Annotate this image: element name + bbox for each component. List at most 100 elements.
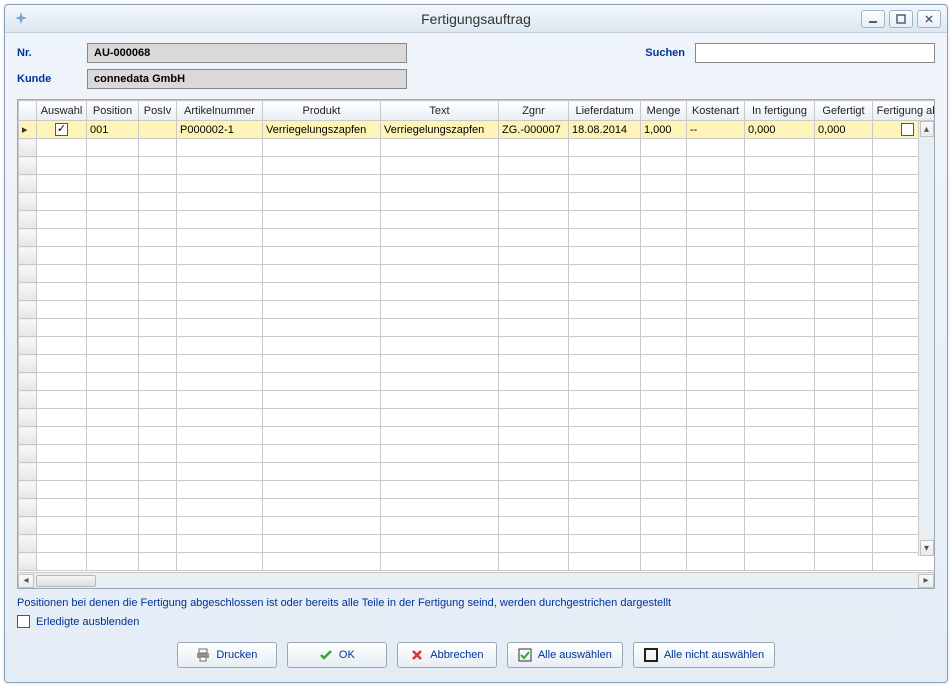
drucken-button[interactable]: Drucken	[177, 642, 277, 668]
search-input[interactable]	[695, 43, 935, 63]
hide-done-row[interactable]: Erledigte ausblenden	[17, 615, 935, 628]
column-header[interactable]: Zgnr	[499, 101, 569, 121]
grid: AuswahlPositionPosIvArtikelnummerProdukt…	[17, 99, 935, 589]
cell-poslv[interactable]	[139, 121, 177, 139]
select-all-icon	[518, 648, 532, 662]
client-area: Nr. AU-000068 Suchen Kunde connedata Gmb…	[5, 33, 947, 682]
hide-done-checkbox[interactable]	[17, 615, 30, 628]
column-header[interactable]: Menge	[641, 101, 687, 121]
cancel-icon	[410, 648, 424, 662]
table-row[interactable]: ▸001P000002-1VerriegelungszapfenVerriege…	[19, 121, 935, 139]
nr-row: Nr. AU-000068 Suchen	[17, 43, 935, 63]
kunde-label: Kunde	[17, 73, 87, 85]
ok-button[interactable]: OK	[287, 642, 387, 668]
cell-auswahl[interactable]	[37, 121, 87, 139]
table-row[interactable]	[19, 481, 935, 499]
fertigung_ab-checkbox[interactable]	[901, 123, 914, 136]
column-header[interactable]: Position	[87, 101, 139, 121]
table-row[interactable]	[19, 499, 935, 517]
scroll-right-icon[interactable]: ▸	[918, 574, 934, 588]
close-button[interactable]	[917, 10, 941, 28]
kunde-field[interactable]: connedata GmbH	[87, 69, 407, 89]
row-indicator-icon[interactable]: ▸	[19, 121, 37, 139]
table-row[interactable]	[19, 463, 935, 481]
drucken-label: Drucken	[216, 649, 257, 661]
alle-auswaehlen-button[interactable]: Alle auswählen	[507, 642, 623, 668]
table-row[interactable]	[19, 517, 935, 535]
print-icon	[196, 648, 210, 662]
column-header[interactable]: Artikelnummer	[177, 101, 263, 121]
scroll-up-icon[interactable]: ▴	[920, 121, 934, 137]
alle-nicht-auswaehlen-button[interactable]: Alle nicht auswählen	[633, 642, 775, 668]
cell-artikelnummer[interactable]: P000002-1	[177, 121, 263, 139]
select-none-icon	[644, 648, 658, 662]
table-row[interactable]	[19, 445, 935, 463]
cell-menge[interactable]: 1,000	[641, 121, 687, 139]
table-row[interactable]	[19, 301, 935, 319]
kunde-row: Kunde connedata GmbH	[17, 69, 935, 89]
table-row[interactable]	[19, 391, 935, 409]
table-row[interactable]	[19, 265, 935, 283]
column-header[interactable]: Kostenart	[687, 101, 745, 121]
column-header[interactable]: In fertigung	[745, 101, 815, 121]
cell-position[interactable]: 001	[87, 121, 139, 139]
window-controls	[861, 10, 941, 28]
ok-label: OK	[339, 649, 355, 661]
horizontal-scrollbar[interactable]: ◂ ▸	[18, 572, 934, 588]
scroll-left-icon[interactable]: ◂	[18, 574, 34, 588]
alle-label: Alle auswählen	[538, 649, 612, 661]
button-bar: Drucken OK Abbrechen Alle auswählen	[17, 642, 935, 668]
cell-in_fertigung[interactable]: 0,000	[745, 121, 815, 139]
column-header[interactable]: Lieferdatum	[569, 101, 641, 121]
cell-text[interactable]: Verriegelungszapfen	[381, 121, 499, 139]
table-row[interactable]	[19, 319, 935, 337]
abbrechen-label: Abbrechen	[430, 649, 483, 661]
hint-text: Positionen bei denen die Fertigung abges…	[17, 597, 935, 609]
nr-field[interactable]: AU-000068	[87, 43, 407, 63]
table-row[interactable]	[19, 409, 935, 427]
cell-lieferdatum[interactable]: 18.08.2014	[569, 121, 641, 139]
table-row[interactable]	[19, 247, 935, 265]
keine-label: Alle nicht auswählen	[664, 649, 764, 661]
table-row[interactable]	[19, 535, 935, 553]
column-header[interactable]: Auswahl	[37, 101, 87, 121]
auswahl-checkbox[interactable]	[55, 123, 68, 136]
table-row[interactable]	[19, 283, 935, 301]
window-title: Fertigungsauftrag	[5, 11, 947, 27]
table-row[interactable]	[19, 355, 935, 373]
grid-table[interactable]: AuswahlPositionPosIvArtikelnummerProdukt…	[18, 100, 934, 571]
table-row[interactable]	[19, 175, 935, 193]
app-icon	[13, 11, 29, 27]
cell-gefertigt[interactable]: 0,000	[815, 121, 873, 139]
table-row[interactable]	[19, 373, 935, 391]
hscroll-thumb[interactable]	[36, 575, 96, 587]
suchen-label: Suchen	[645, 47, 685, 59]
table-row[interactable]	[19, 139, 935, 157]
minimize-button[interactable]	[861, 10, 885, 28]
table-row[interactable]	[19, 157, 935, 175]
titlebar: Fertigungsauftrag	[5, 5, 947, 33]
table-row[interactable]	[19, 427, 935, 445]
fertigungsauftrag-window: Fertigungsauftrag Nr. AU-000068 Suchen K…	[4, 4, 948, 683]
check-icon	[319, 648, 333, 662]
column-header[interactable]: Text	[381, 101, 499, 121]
table-row[interactable]	[19, 337, 935, 355]
column-header[interactable]: PosIv	[139, 101, 177, 121]
hide-done-label: Erledigte ausblenden	[36, 616, 139, 628]
vertical-scrollbar[interactable]: ▴ ▾	[918, 121, 934, 556]
table-row[interactable]	[19, 553, 935, 571]
maximize-button[interactable]	[889, 10, 913, 28]
column-header[interactable]: Gefertigt	[815, 101, 873, 121]
grid-scroll: AuswahlPositionPosIvArtikelnummerProdukt…	[18, 100, 934, 572]
cell-kostenart[interactable]: --	[687, 121, 745, 139]
abbrechen-button[interactable]: Abbrechen	[397, 642, 497, 668]
column-header[interactable]: Produkt	[263, 101, 381, 121]
table-row[interactable]	[19, 211, 935, 229]
table-row[interactable]	[19, 193, 935, 211]
table-row[interactable]	[19, 229, 935, 247]
cell-produkt[interactable]: Verriegelungszapfen	[263, 121, 381, 139]
column-header[interactable]: Fertigung ab	[873, 101, 935, 121]
search-block: Suchen	[645, 43, 935, 63]
scroll-down-icon[interactable]: ▾	[920, 540, 934, 556]
cell-zgnr[interactable]: ZG.-000007	[499, 121, 569, 139]
